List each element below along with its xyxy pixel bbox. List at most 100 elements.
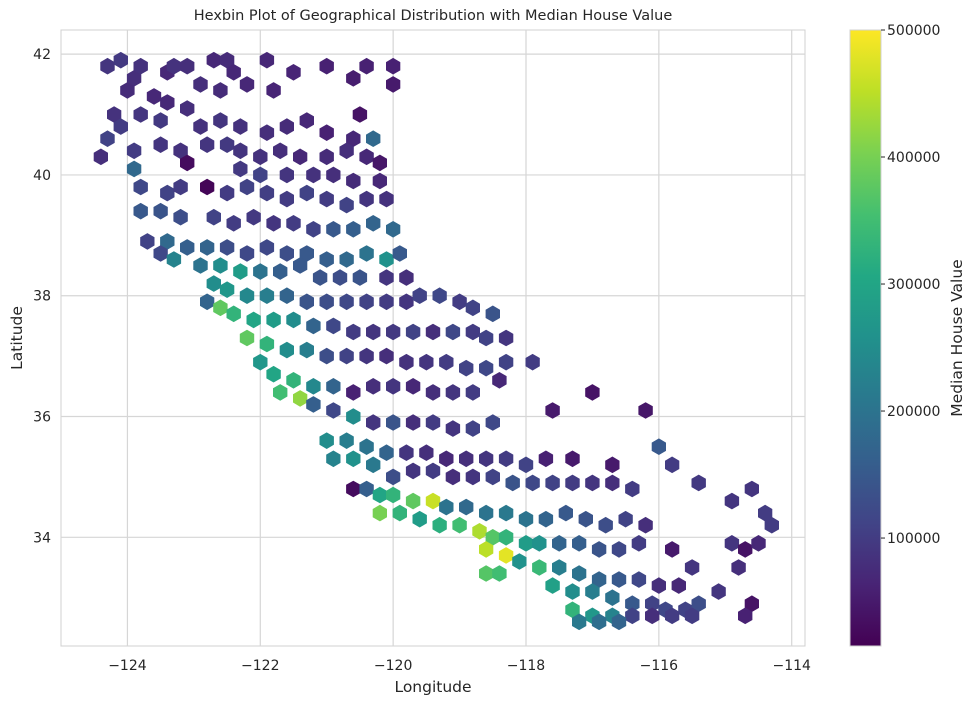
hexbin-cell bbox=[239, 287, 255, 304]
hexbin-cell bbox=[578, 510, 593, 528]
hexbin-cell bbox=[239, 178, 255, 196]
hexbin-cell bbox=[611, 613, 627, 631]
hexbin-cell bbox=[379, 293, 394, 311]
hexbin-cell bbox=[346, 384, 361, 401]
hexbin-cell bbox=[180, 154, 195, 172]
hexbin-cell bbox=[306, 378, 321, 395]
x-axis-label: Longitude bbox=[394, 678, 471, 696]
hexbin-cell bbox=[319, 251, 334, 268]
hexbin-cell bbox=[153, 245, 168, 262]
hexbin-cell bbox=[459, 498, 474, 516]
hexbin-cell bbox=[133, 106, 148, 123]
hexbin-cell bbox=[299, 245, 314, 262]
hexbin-cell bbox=[219, 239, 235, 256]
hexbin-cell bbox=[465, 323, 480, 341]
hexbin-cell bbox=[200, 239, 215, 256]
hexbin-cell bbox=[631, 535, 647, 552]
hexbin-cell bbox=[359, 347, 374, 365]
chart-title: Hexbin Plot of Geographical Distribution… bbox=[194, 8, 673, 24]
hexbin-cell bbox=[126, 142, 142, 160]
hexbin-cell bbox=[299, 293, 314, 311]
hexbin-cell bbox=[485, 468, 500, 486]
hexbin-cell bbox=[233, 160, 248, 178]
hexbin-cell bbox=[386, 486, 401, 504]
hexbin-cell bbox=[665, 607, 680, 625]
hexbin-cell bbox=[266, 365, 281, 383]
hexbin-cell bbox=[432, 516, 447, 534]
hexbin-cell bbox=[173, 178, 188, 196]
hexbin-cell bbox=[239, 329, 255, 347]
hexbin-cell bbox=[738, 607, 753, 625]
hexbin-cell bbox=[439, 353, 454, 371]
hexbin-cell bbox=[684, 607, 700, 625]
x-tick-label: −122 bbox=[241, 658, 279, 674]
hexbin-cell bbox=[140, 233, 155, 250]
hexbin-cell bbox=[319, 190, 334, 208]
hexbin-cell bbox=[412, 510, 427, 528]
hexbin-cell bbox=[598, 516, 613, 534]
hexbin-cell bbox=[326, 450, 341, 468]
hexbin-cell bbox=[525, 474, 540, 492]
hexbin-cell bbox=[492, 565, 507, 582]
hexbin-cell bbox=[452, 516, 467, 534]
hexbin-cell bbox=[259, 287, 275, 304]
hexbin-cell bbox=[219, 184, 235, 202]
y-axis-ticks: 34 36 38 40 42 bbox=[33, 47, 51, 546]
hexbin-cell bbox=[485, 305, 500, 323]
hexbin-cell bbox=[665, 541, 680, 558]
hexbin-cell bbox=[405, 462, 421, 480]
hexbin-cell bbox=[259, 335, 275, 353]
hexbin-cell bbox=[246, 208, 261, 226]
colorbar-tick-label: 400000 bbox=[887, 150, 940, 166]
hexbin-cell bbox=[339, 347, 354, 365]
hexbin-cell bbox=[585, 474, 600, 492]
hexbin-cell bbox=[293, 390, 308, 407]
hexbin-cell bbox=[525, 353, 540, 371]
hexbin-cell bbox=[591, 571, 607, 588]
hexbin-cell bbox=[146, 88, 162, 105]
hexbin-cell bbox=[359, 148, 374, 166]
hexbin-cell bbox=[498, 504, 514, 522]
hexbin-cell bbox=[239, 76, 255, 93]
hexbin-cell bbox=[399, 269, 414, 286]
hexbin-cell bbox=[485, 414, 500, 431]
hexbin-cell bbox=[605, 474, 620, 492]
hexbin-cell bbox=[744, 480, 759, 498]
hexbin-cell bbox=[279, 190, 294, 208]
hexbin-cell bbox=[93, 148, 108, 166]
hexbin-cell bbox=[379, 190, 394, 208]
hexbin-cell bbox=[465, 299, 480, 317]
hexbin-cell bbox=[445, 420, 461, 437]
x-tick-label: −118 bbox=[507, 658, 545, 674]
hexbin-cell bbox=[306, 396, 321, 413]
hexbin-cell bbox=[585, 384, 600, 401]
hexbin-cell bbox=[392, 504, 407, 522]
hexbin-cell bbox=[166, 57, 182, 75]
hexbin-cell bbox=[126, 70, 142, 87]
hexbin-cell bbox=[286, 372, 301, 389]
x-axis-ticks: −124 −122 −120 −118 −116 −114 bbox=[108, 658, 811, 674]
hexbin-cell bbox=[259, 124, 275, 141]
hexbin-cell bbox=[339, 432, 354, 449]
hexbin-cell bbox=[459, 359, 474, 377]
hexbin-cell bbox=[153, 112, 168, 129]
hexbin-cell bbox=[133, 202, 148, 220]
hexbin-cell bbox=[405, 414, 421, 431]
hexbin-cell bbox=[233, 142, 248, 160]
hexbin-cell bbox=[386, 221, 401, 238]
hexbin-cell bbox=[379, 251, 394, 268]
hexbin-cell bbox=[479, 359, 494, 377]
hexbin-cell bbox=[273, 142, 288, 160]
hexbin-cell bbox=[326, 317, 341, 335]
hexbin-cell bbox=[180, 239, 195, 256]
hexbin-cell bbox=[160, 184, 175, 202]
hexbin-cell bbox=[126, 160, 142, 178]
colorbar-tick-label: 300000 bbox=[887, 277, 940, 293]
hexbin-cell bbox=[724, 535, 740, 552]
hexbin-cell bbox=[213, 299, 228, 317]
hexbin-cell bbox=[545, 402, 560, 419]
hexbin-cell bbox=[425, 384, 441, 401]
hexbin-cell bbox=[299, 184, 314, 202]
colorbar-ticks: 100000 200000 300000 400000 500000 bbox=[881, 23, 940, 547]
hexbin-cell bbox=[266, 311, 281, 329]
